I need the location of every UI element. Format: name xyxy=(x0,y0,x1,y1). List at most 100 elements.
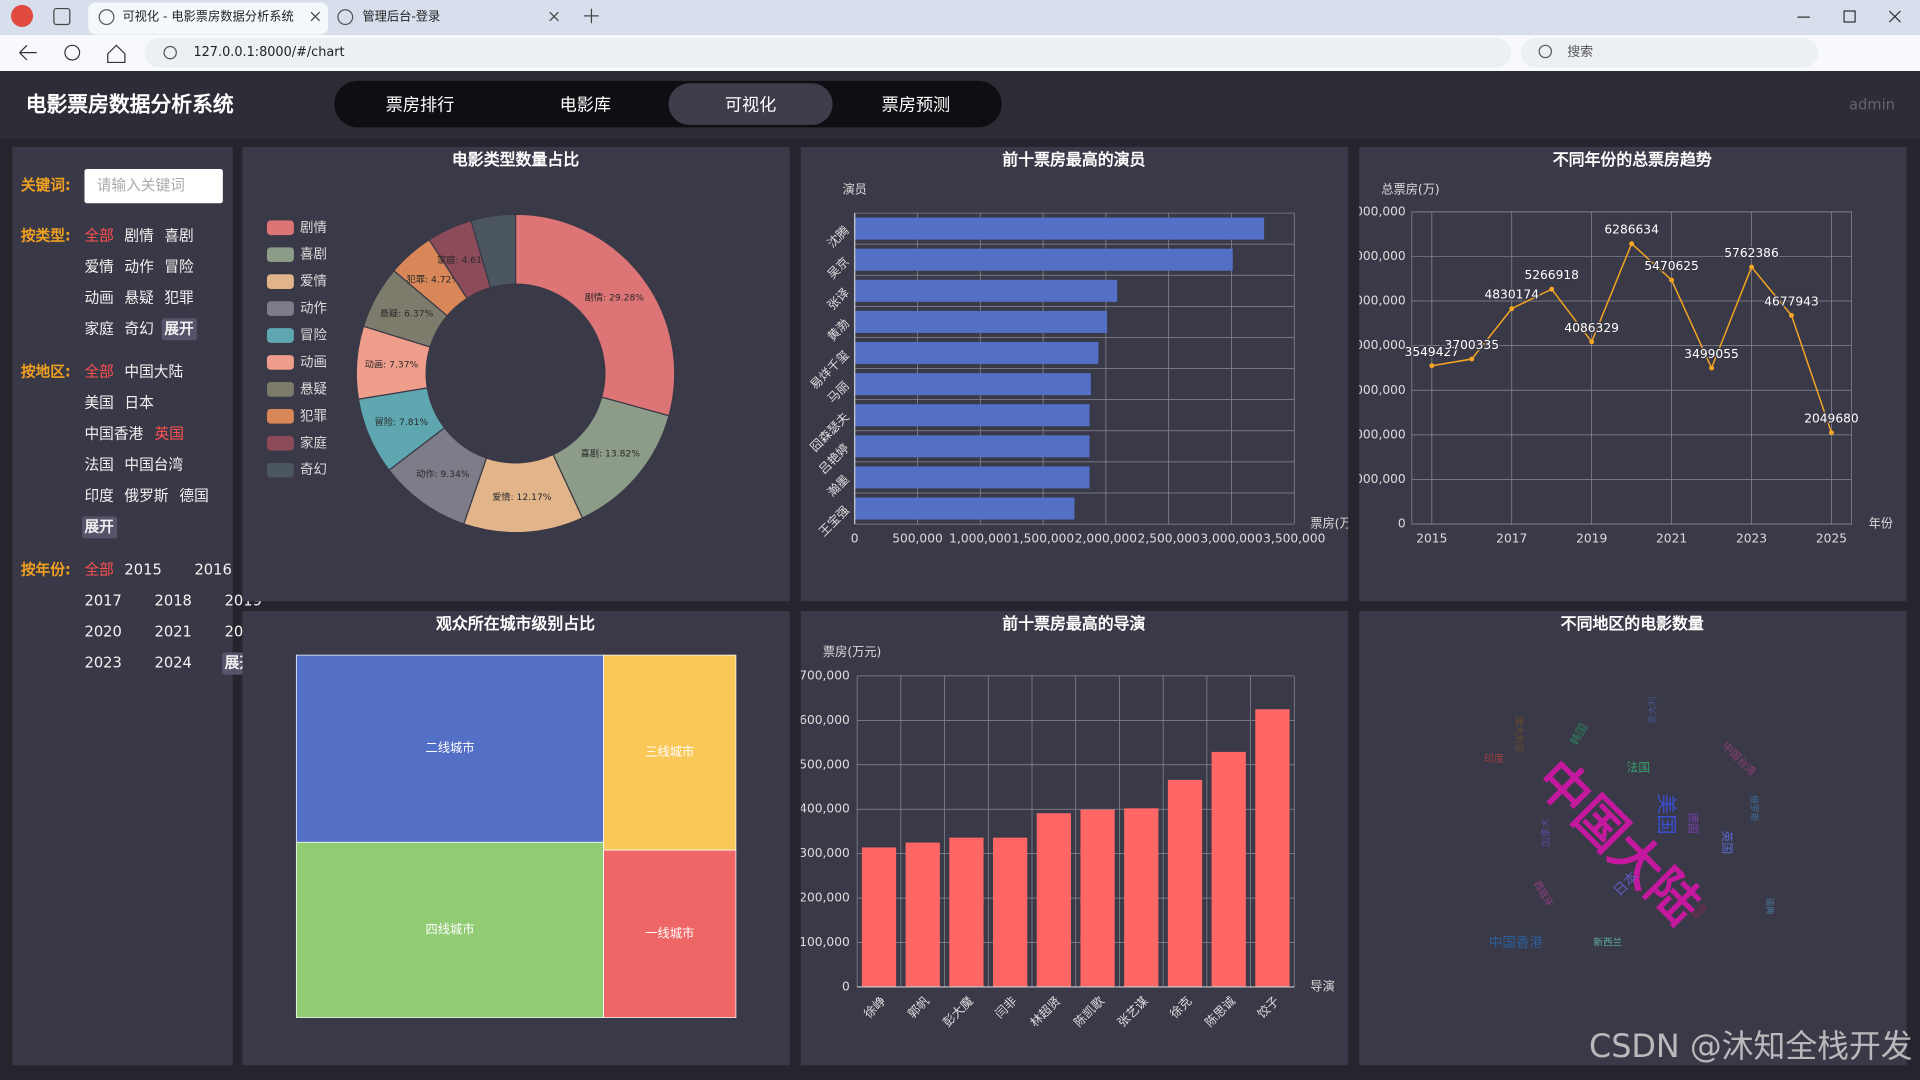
filter-option[interactable]: 悬疑 xyxy=(124,289,154,306)
word: 加拿大 xyxy=(1540,818,1552,847)
filter-option[interactable]: 动作 xyxy=(124,258,154,275)
filter-option[interactable]: 中国香港 xyxy=(84,425,143,442)
filter-option[interactable]: 全部 xyxy=(84,226,113,244)
search-field[interactable] xyxy=(1520,37,1819,68)
filter-option[interactable]: 英国 xyxy=(155,424,184,442)
legend-label[interactable]: 冒险 xyxy=(300,328,327,344)
nav-item[interactable]: 可视化 xyxy=(725,95,776,115)
point-label: 3499055 xyxy=(1684,347,1739,361)
x-tick-label: 2023 xyxy=(1736,531,1767,545)
user-name: admin xyxy=(1849,96,1895,113)
tab-title[interactable]: 可视化 - 电影票房数据分析系统 xyxy=(122,9,293,24)
filter-option[interactable]: 犯罪 xyxy=(164,289,194,306)
bar xyxy=(1124,808,1159,987)
legend-label[interactable]: 喜剧 xyxy=(300,247,327,263)
word: 瑞典 xyxy=(1765,898,1775,915)
filter-option[interactable]: 家庭 xyxy=(84,320,114,337)
filter-option[interactable]: 动画 xyxy=(84,289,113,306)
filter-option[interactable]: 俄罗斯 xyxy=(124,487,168,504)
chart-title: 不同年份的总票房趋势 xyxy=(1553,150,1712,169)
filter-option[interactable]: 全部 xyxy=(84,561,113,579)
expand-button[interactable]: 展开 xyxy=(84,518,114,535)
filter-option[interactable]: 2023 xyxy=(84,655,121,672)
line-point xyxy=(1789,312,1794,318)
chart-panel xyxy=(1359,146,1907,602)
url-field[interactable] xyxy=(144,37,1512,68)
legend-swatch xyxy=(266,220,294,236)
legend-swatch xyxy=(266,462,294,478)
legend-swatch xyxy=(266,382,294,397)
filter-label: 按年份: xyxy=(21,561,71,579)
legend-label[interactable]: 悬疑 xyxy=(300,381,327,397)
filter-option[interactable]: 中国台湾 xyxy=(124,456,183,473)
nav-item[interactable]: 电影库 xyxy=(560,95,611,115)
y-axis-title: 演员 xyxy=(842,181,866,196)
x-tick-label: 2021 xyxy=(1656,531,1687,545)
filter-option[interactable]: 美国 xyxy=(84,394,113,411)
filter-option[interactable]: 2020 xyxy=(84,624,121,641)
legend-label[interactable]: 动画 xyxy=(300,354,327,370)
bar xyxy=(854,373,1091,396)
filter-option[interactable]: 爱情 xyxy=(84,258,114,275)
tab-close[interactable] xyxy=(310,11,321,22)
filter-label: 关键词: xyxy=(21,176,71,194)
window-controls[interactable] xyxy=(1797,10,1901,23)
legend-label[interactable]: 犯罪 xyxy=(300,408,327,424)
x-tick-label: 3,500,000 xyxy=(1263,531,1325,545)
x-tick-label: 0 xyxy=(851,531,859,545)
x-tick-label: 3,000,000 xyxy=(1200,531,1262,545)
x-tick-label: 2,500,000 xyxy=(1138,531,1200,545)
filter-option[interactable]: 印度 xyxy=(84,487,114,504)
slice-label: 冒险: 7.81% xyxy=(375,416,429,428)
filter-option[interactable]: 奇幻 xyxy=(124,320,153,337)
point-label: 5762386 xyxy=(1724,246,1779,260)
filter-option[interactable]: 日本 xyxy=(124,394,154,411)
filter-option[interactable]: 德国 xyxy=(179,486,208,504)
bar xyxy=(854,404,1090,427)
line-point xyxy=(1749,264,1754,270)
workspace-icon xyxy=(53,7,71,26)
tab-close[interactable] xyxy=(549,11,559,22)
back-button[interactable] xyxy=(19,44,37,61)
bar xyxy=(1255,709,1290,987)
filter-option[interactable]: 2015 xyxy=(124,562,161,579)
legend-label[interactable]: 动作 xyxy=(300,301,327,317)
tab-title[interactable]: 管理后台-登录 xyxy=(362,9,440,24)
line-point xyxy=(1589,339,1595,345)
chart: 前十票房最高的演员 0 500,000 1,000,000 1,500,000 2,000… xyxy=(807,150,1348,545)
home-button[interactable] xyxy=(107,44,126,64)
point-label: 4677943 xyxy=(1764,294,1819,308)
filter-option[interactable]: 2017 xyxy=(84,593,121,610)
input-placeholder: 请输入关键词 xyxy=(97,177,185,194)
filter-option[interactable]: 2021 xyxy=(155,624,192,641)
plot-frame xyxy=(1411,211,1852,525)
legend-label[interactable]: 家庭 xyxy=(300,434,327,451)
keyword-input[interactable] xyxy=(84,168,223,204)
legend-label[interactable]: 剧情 xyxy=(300,220,327,236)
slice-label: 动画: 7.37% xyxy=(365,359,419,370)
word: 法国 xyxy=(1627,760,1651,774)
filter-option[interactable]: 剧情 xyxy=(124,227,154,244)
point-label: 4830174 xyxy=(1484,288,1539,302)
bar xyxy=(1167,779,1203,987)
filter-option[interactable]: 喜剧 xyxy=(164,227,193,244)
expand-button[interactable]: 展开 xyxy=(164,320,194,337)
legend-label[interactable]: 爱情 xyxy=(300,274,327,290)
new-tab[interactable] xyxy=(584,8,599,24)
filter-option[interactable]: 中国大陆 xyxy=(124,363,183,380)
tab-active[interactable] xyxy=(88,2,329,35)
filter-option[interactable]: 全部 xyxy=(84,362,113,380)
cell-label: 一线城市 xyxy=(645,925,694,940)
filter-option[interactable]: 2024 xyxy=(155,655,192,672)
filter-option[interactable]: 冒险 xyxy=(164,258,194,275)
filter-option[interactable]: 2018 xyxy=(155,593,192,610)
nav-item[interactable]: 票房预测 xyxy=(882,95,951,115)
filter-option[interactable]: 2016 xyxy=(194,562,231,579)
nav-item[interactable]: 票房排行 xyxy=(386,95,455,115)
reload-button[interactable] xyxy=(64,44,81,61)
legend-label[interactable]: 奇幻 xyxy=(300,461,327,478)
y-tick-label: 2,000,000 xyxy=(1343,427,1405,441)
filter-option[interactable]: 法国 xyxy=(84,456,113,473)
